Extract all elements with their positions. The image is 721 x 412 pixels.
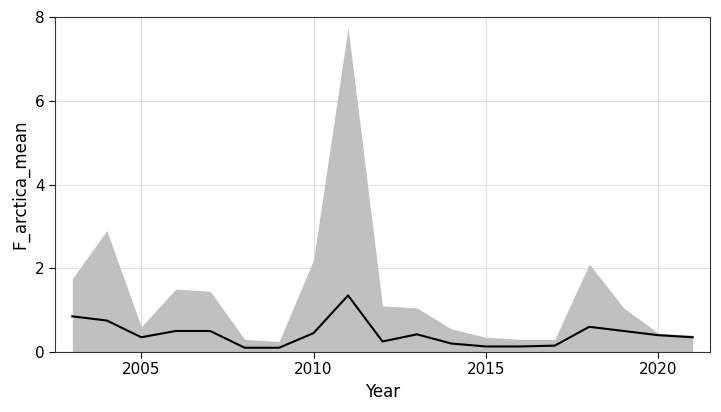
Y-axis label: F_arctica_mean: F_arctica_mean [11, 120, 30, 249]
X-axis label: Year: Year [365, 383, 400, 401]
